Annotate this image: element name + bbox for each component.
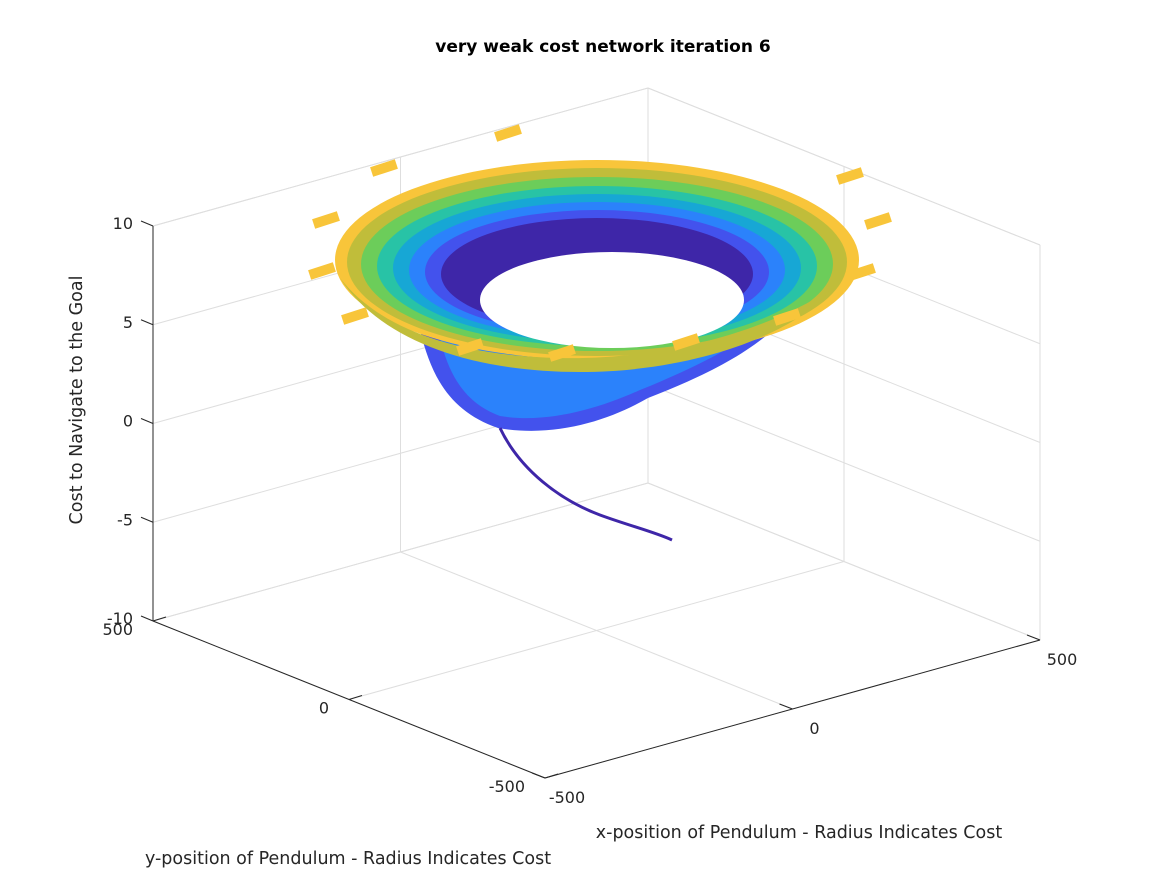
y-axis-label: y-position of Pendulum - Radius Indicate… [145, 849, 551, 869]
z-tick-label: -5 [117, 510, 133, 529]
rim-tab [341, 307, 369, 325]
rim-tab [773, 308, 801, 326]
z-tick-mark [140, 615, 154, 622]
y-tick-label: 0 [319, 699, 329, 718]
z-tick-label: -10 [107, 609, 133, 628]
x-axis-label: x-position of Pendulum - Radius Indicate… [596, 823, 1003, 843]
rim-tab [370, 159, 398, 177]
x-axis-ticks: -500 0 500 [531, 634, 1078, 807]
grid-line [152, 87, 649, 227]
rim-tab [312, 211, 340, 229]
y-tick-mark [348, 695, 363, 700]
x-tick-mark [779, 703, 793, 710]
funnel-opening [480, 252, 744, 348]
z-tick-mark [140, 319, 154, 326]
y-tick-label: -500 [489, 777, 525, 796]
rim-tab [672, 333, 700, 351]
x-tick-mark [1026, 634, 1041, 641]
chart-title: very weak cost network iteration 6 [435, 37, 770, 57]
y-tick-mark [544, 773, 559, 779]
rim-tab [848, 263, 876, 281]
grid-line [647, 87, 1041, 246]
rim-tab [864, 212, 892, 230]
x-tick-label: -500 [549, 788, 585, 807]
z-tick-label: 0 [123, 412, 133, 431]
y-axis-ticks: -500 0 500 [102, 616, 559, 796]
rim-tab [548, 344, 576, 362]
z-tick-mark [140, 220, 154, 227]
z-tick-mark [140, 516, 154, 523]
rim-tab [836, 167, 864, 185]
z-tick-mark [140, 418, 154, 424]
grid-line [348, 561, 845, 700]
rim-tab [456, 338, 484, 356]
z-axis-ticks: -10 -5 0 5 10 [107, 214, 154, 628]
x-tick-label: 0 [809, 719, 819, 738]
rim-tab [494, 124, 522, 142]
z-tick-label: 10 [113, 214, 133, 233]
funnel-surface [308, 124, 892, 542]
z-tick-label: 5 [123, 313, 133, 332]
x-tick-label: 500 [1047, 650, 1078, 669]
rim-tab [308, 262, 336, 280]
y-tick-mark [152, 616, 167, 622]
z-axis-label: Cost to Navigate to the Goal [67, 276, 87, 525]
grid-line [152, 482, 649, 622]
funnel-tail [498, 427, 673, 542]
x-tick-mark [531, 772, 546, 779]
y-tick-label: 500 [102, 620, 133, 639]
